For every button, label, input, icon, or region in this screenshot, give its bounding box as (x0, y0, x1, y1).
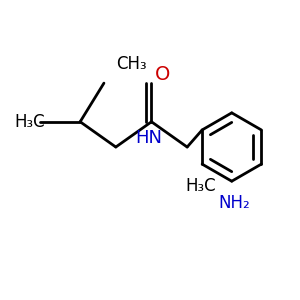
Text: NH₂: NH₂ (219, 194, 250, 212)
Text: CH₃: CH₃ (116, 55, 146, 73)
Text: H₃C: H₃C (15, 113, 45, 131)
Text: O: O (154, 65, 170, 84)
Text: HN: HN (135, 129, 162, 147)
Text: H₃C: H₃C (185, 177, 216, 195)
